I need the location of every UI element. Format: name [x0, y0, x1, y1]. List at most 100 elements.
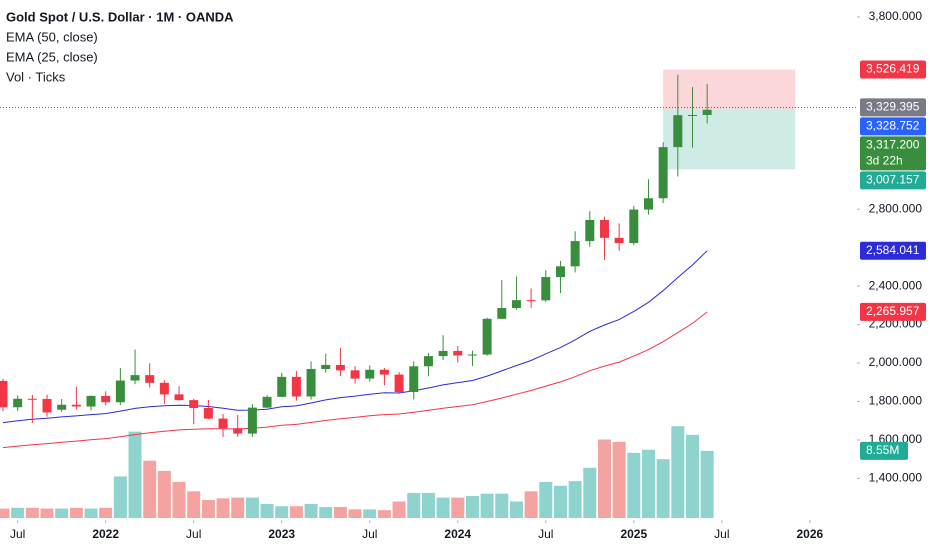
legend-entry: EMA (50, close): [6, 29, 98, 44]
price-label: 3,328.752: [866, 119, 920, 133]
candle-body: [335, 364, 345, 371]
x-tick-label: Jul: [362, 527, 377, 541]
candle-body: [482, 318, 492, 355]
volume-bar: [363, 509, 377, 518]
volume-bar: [436, 497, 450, 518]
candle-body: [218, 418, 228, 429]
volume-bar: [392, 501, 406, 518]
candle-body: [585, 219, 595, 242]
candle-body: [614, 237, 624, 244]
volume-bar: [480, 493, 494, 518]
candle-body: [321, 364, 331, 369]
candle-body: [101, 395, 111, 403]
volume-bar: [495, 493, 509, 518]
legend-entry: Vol · Ticks: [6, 69, 66, 84]
price-label: 3,007.157: [866, 173, 920, 187]
candle-body: [291, 376, 301, 397]
price-label: 3,317.200: [866, 138, 920, 152]
x-tick-label: Jul: [10, 527, 25, 541]
volume-bar: [99, 507, 113, 518]
candle-body: [453, 350, 463, 356]
volume-bar: [319, 507, 333, 518]
volume-bar: [0, 508, 10, 518]
volume-bar: [377, 510, 391, 518]
volume-bar: [216, 498, 230, 518]
candle-body: [687, 114, 697, 116]
price-label-box: [860, 171, 926, 190]
volume-bar: [260, 503, 274, 518]
volume-bar: [583, 467, 597, 518]
volume-bar: [143, 460, 157, 518]
candle-body: [115, 380, 125, 403]
candle-body: [365, 369, 375, 379]
volume-bar: [187, 491, 201, 518]
volume-bar: [509, 501, 523, 518]
candle-body: [42, 398, 52, 413]
stop-zone: [663, 69, 796, 110]
candle-body: [159, 382, 169, 395]
candle-body: [189, 400, 199, 409]
candle-body: [13, 398, 23, 408]
candle-body: [599, 219, 609, 238]
candle-body: [673, 115, 683, 148]
candle-body: [0, 380, 8, 408]
plot-area: [0, 69, 857, 518]
candle-body: [233, 428, 243, 434]
price-label-box: [860, 98, 926, 117]
volume-bar: [612, 441, 626, 518]
candle-body: [409, 366, 419, 393]
candle-body: [629, 209, 639, 244]
candle-body: [57, 404, 67, 410]
x-tick-label: 2026: [796, 527, 823, 541]
candle-body: [174, 394, 184, 401]
candle-body: [247, 407, 257, 434]
volume-bar: [348, 509, 362, 518]
x-tick-label: Jul: [538, 527, 553, 541]
x-tick-label: Jul: [714, 527, 729, 541]
volume-bar: [465, 496, 479, 518]
price-axis: [857, 0, 932, 550]
candle-body: [262, 396, 272, 408]
volume-bar: [685, 434, 699, 518]
candle-body: [541, 277, 551, 301]
volume-bar: [69, 507, 83, 518]
y-tick-label: 3,800.000: [869, 9, 923, 23]
candle-body: [306, 368, 316, 397]
price-label-box: [860, 117, 926, 136]
volume-bar: [84, 508, 98, 518]
candle-body: [511, 300, 521, 309]
candle-body: [277, 376, 287, 397]
candle-body: [555, 266, 565, 278]
x-tick-label: 2022: [92, 527, 119, 541]
chart-title: Gold Spot / U.S. Dollar · 1M · OANDA: [6, 9, 234, 24]
x-tick-label: 2025: [620, 527, 647, 541]
candle-body: [438, 350, 448, 357]
volume-bar: [597, 439, 611, 518]
candle-body: [71, 404, 81, 407]
candle-body: [350, 370, 360, 379]
candle-body: [658, 147, 668, 199]
candle-body: [497, 308, 507, 319]
volume-bar: [275, 506, 289, 518]
volume-bar: [539, 481, 553, 518]
volume-bar: [700, 450, 714, 518]
price-label-box: [860, 241, 926, 260]
volume-bar: [407, 492, 421, 518]
volume-bar: [231, 497, 245, 518]
y-tick-label: 2,400.000: [869, 278, 923, 292]
price-label: 3,526.419: [866, 62, 920, 76]
volume-bar: [568, 481, 582, 518]
volume-bar: [553, 485, 567, 518]
candle-body: [643, 198, 653, 210]
candle-body: [379, 369, 389, 375]
legend-entry: EMA (25, close): [6, 49, 98, 64]
y-tick-label: 2,000.000: [869, 355, 923, 369]
x-tick-label: 2023: [268, 527, 295, 541]
volume-label: 8.55M: [866, 443, 899, 457]
volume-label-box: [860, 441, 908, 460]
candle-body: [27, 398, 37, 400]
price-label-box: [860, 60, 926, 79]
candle-body: [394, 374, 404, 393]
